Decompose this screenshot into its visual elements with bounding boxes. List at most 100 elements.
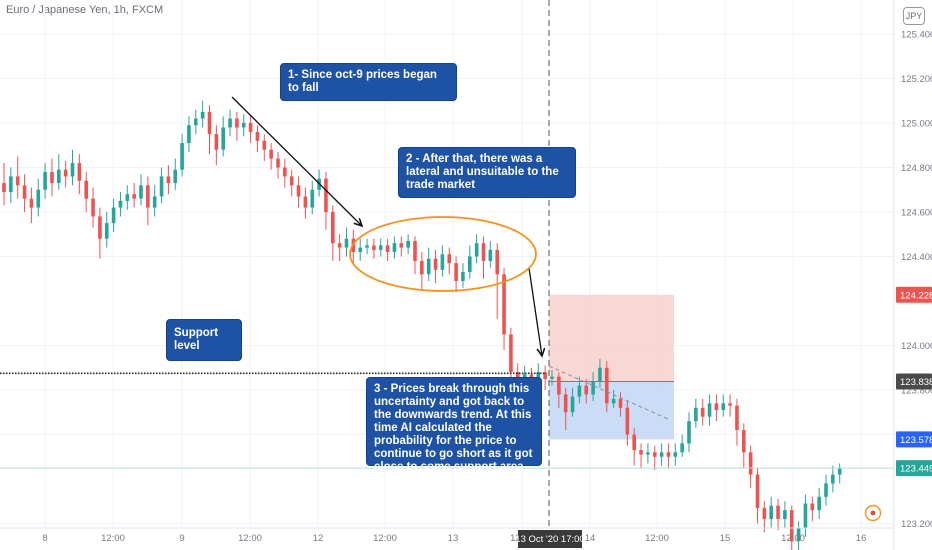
- candle: [406, 234, 410, 255]
- candle: [276, 151, 280, 179]
- crosshair-time-label-bg: [518, 530, 582, 548]
- replay-marker-icon[interactable]: [864, 504, 882, 522]
- candle: [399, 236, 404, 257]
- breakout-arrow: [528, 267, 542, 356]
- candle-body: [200, 111, 205, 119]
- candle-body: [536, 372, 541, 379]
- candle: [180, 134, 184, 177]
- candle-body: [687, 421, 691, 444]
- candle: [139, 174, 143, 206]
- candle-body: [433, 258, 438, 270]
- candle-body: [563, 394, 568, 413]
- candle: [666, 443, 671, 468]
- y-tick-label: 123.200: [901, 519, 932, 530]
- candle-body: [550, 376, 554, 379]
- candle-body: [666, 452, 671, 457]
- crosshair-time-label: 13 Oct '20 17:00: [515, 534, 584, 545]
- replay-marker-dot: [870, 510, 876, 516]
- candle: [283, 158, 287, 188]
- candle: [748, 445, 753, 488]
- candle: [605, 361, 609, 413]
- candle-body: [248, 123, 253, 132]
- candle: [721, 394, 726, 417]
- candle-body: [570, 396, 575, 413]
- candle-body: [413, 240, 417, 261]
- candle: [15, 156, 20, 199]
- candle-body: [344, 238, 349, 248]
- candle-body: [837, 467, 842, 475]
- candle: [241, 114, 246, 137]
- candle-body: [372, 245, 376, 250]
- candle-body: [57, 169, 61, 184]
- candle-body: [180, 143, 184, 170]
- candle-body: [481, 243, 486, 261]
- candle: [728, 394, 732, 417]
- candle-body: [152, 196, 157, 208]
- candle: [98, 207, 102, 259]
- candle: [789, 505, 794, 550]
- candle-body: [63, 169, 68, 177]
- candle: [509, 327, 513, 386]
- x-tick-label: 9: [179, 533, 184, 544]
- candle-body: [591, 381, 595, 395]
- candle-body: [166, 176, 171, 184]
- y-tick-label: 125.400: [901, 30, 932, 41]
- candle-body: [605, 367, 609, 404]
- candle: [63, 160, 68, 188]
- candle-body: [440, 254, 445, 270]
- candle: [468, 245, 472, 279]
- candle: [303, 187, 308, 219]
- candle: [228, 109, 232, 137]
- candle: [413, 236, 417, 275]
- candle: [810, 496, 815, 522]
- candle-body: [515, 372, 520, 382]
- candle-body: [276, 158, 280, 168]
- candle: [248, 116, 253, 144]
- candle-body: [611, 398, 616, 404]
- annotation-support-level: Support level: [166, 319, 242, 361]
- candle-body: [43, 171, 47, 190]
- candle-body: [358, 247, 362, 253]
- candle: [118, 191, 123, 217]
- candle: [152, 185, 157, 217]
- candle-body: [461, 272, 465, 281]
- candle-body: [789, 510, 794, 542]
- candle: [796, 521, 801, 550]
- candle: [803, 494, 808, 537]
- candle: [9, 167, 13, 204]
- candle: [783, 501, 787, 528]
- y-tick-label: 125.200: [901, 74, 932, 85]
- candle: [296, 176, 301, 208]
- candle-body: [680, 443, 684, 453]
- candle-body: [399, 243, 404, 248]
- candle: [378, 238, 383, 257]
- x-tick-label: 13: [448, 533, 459, 544]
- candle-body: [255, 131, 260, 141]
- candle-body: [84, 180, 88, 199]
- candle-body: [646, 452, 650, 455]
- candle: [639, 443, 643, 468]
- candle: [91, 187, 95, 228]
- candle: [742, 423, 746, 468]
- candle-body: [584, 385, 589, 395]
- candle-body: [22, 185, 27, 199]
- x-tick-label: 12:00: [373, 533, 397, 544]
- candle-body: [495, 249, 499, 275]
- candle-body: [385, 245, 390, 253]
- price-label: 123.449: [900, 464, 932, 475]
- candle-body: [625, 407, 630, 435]
- candle: [331, 205, 335, 261]
- candle-body: [228, 118, 232, 128]
- y-tick-label: 124.400: [901, 252, 932, 263]
- candle: [70, 149, 75, 186]
- candle: [646, 443, 650, 464]
- candle: [426, 247, 431, 281]
- price-label-bg: [896, 431, 932, 448]
- candle-body: [824, 483, 828, 497]
- candle-body: [2, 183, 6, 192]
- currency-badge[interactable]: JPY: [903, 7, 925, 25]
- candle: [591, 372, 595, 402]
- candle-body: [283, 167, 287, 177]
- candle-body: [70, 163, 75, 177]
